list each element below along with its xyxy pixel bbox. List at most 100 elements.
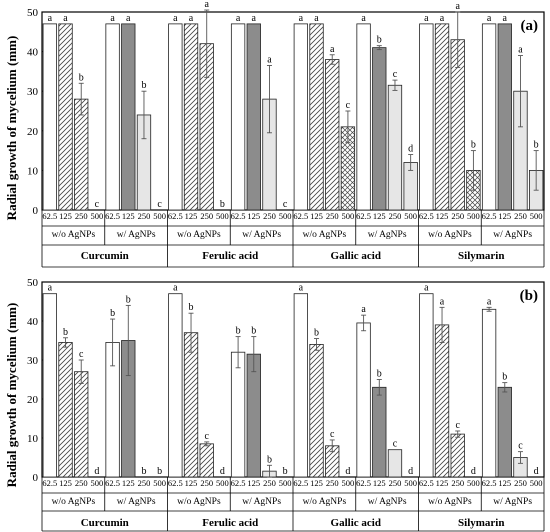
treatment-label: w/o AgNPs (303, 497, 347, 507)
significance-letter: d (408, 466, 413, 477)
bar (246, 23, 261, 211)
bar (434, 324, 450, 478)
concentration-label: 500 (404, 478, 417, 488)
concentration-label: 125 (436, 478, 449, 488)
treatment-label: w/o AgNPs (303, 230, 347, 240)
concentration-label: 62.5 (105, 478, 120, 488)
significance-letter: a (110, 13, 115, 24)
significance-letter: a (424, 283, 429, 294)
concentration-label: 500 (153, 211, 166, 221)
concentration-label: 125 (247, 478, 260, 488)
significance-letter: b (377, 369, 382, 380)
bar (450, 433, 465, 478)
bar (372, 386, 387, 478)
bar (434, 23, 450, 211)
treatment-label: w/ AgNPs (117, 497, 156, 507)
concentration-label: 500 (153, 478, 166, 488)
bar (230, 351, 246, 478)
significance-letter: b (189, 302, 194, 313)
concentration-label: 125 (498, 478, 511, 488)
concentration-label: 125 (498, 211, 511, 221)
bar (42, 23, 57, 211)
significance-letter: c (346, 100, 351, 111)
significance-letter: a (424, 13, 429, 24)
concentration-label: 250 (200, 478, 213, 488)
concentration-label: 125 (373, 478, 386, 488)
significance-letter: a (361, 13, 366, 24)
significance-letter: c (157, 199, 162, 210)
bar (356, 322, 371, 478)
bar (74, 371, 89, 478)
concentration-label: 250 (138, 211, 151, 221)
concentration-label: 125 (310, 478, 323, 488)
significance-letter: b (126, 294, 131, 305)
concentration-label: 250 (389, 478, 402, 488)
concentration-label: 250 (263, 478, 276, 488)
y-tick-label: 0 (33, 472, 39, 484)
concentration-label: 125 (59, 478, 72, 488)
bar (387, 449, 403, 478)
y-axis-label: Radial growth of mycelium (mm) (4, 36, 19, 221)
significance-letter: c (283, 199, 288, 210)
concentration-label: 500 (404, 211, 417, 221)
significance-letter: a (518, 45, 523, 56)
y-axis-label: Radial growth of mycelium (mm) (4, 303, 19, 488)
treatment-label: w/o AgNPs (177, 497, 221, 507)
concentration-label: 125 (122, 211, 135, 221)
y-tick-label: 20 (27, 394, 39, 406)
treatment-label: w/ AgNPs (242, 497, 281, 507)
y-tick-label: 30 (27, 86, 39, 98)
bar (356, 23, 371, 211)
y-tick-label: 40 (27, 316, 39, 328)
treatment-label: w/o AgNPs (428, 497, 472, 507)
treatment-label: w/ AgNPs (368, 230, 407, 240)
concentration-label: 62.5 (419, 478, 434, 488)
y-tick-label: 0 (33, 205, 39, 217)
significance-letter: a (487, 296, 492, 307)
bar (42, 293, 57, 478)
bar (183, 23, 199, 211)
bar (481, 308, 497, 478)
compound-label: Ferulic acid (202, 250, 258, 262)
concentration-label: 62.5 (231, 211, 246, 221)
concentration-label: 500 (467, 478, 480, 488)
concentration-label: 62.5 (105, 211, 120, 221)
treatment-label: w/ AgNPs (368, 497, 407, 507)
concentration-label: 500 (530, 211, 543, 221)
significance-letter: c (455, 420, 460, 431)
bar (309, 23, 324, 211)
concentration-label: 500 (279, 211, 292, 221)
concentration-label: 62.5 (482, 478, 497, 488)
concentration-label: 500 (342, 478, 355, 488)
significance-letter: d (534, 466, 539, 477)
significance-letter: a (503, 13, 508, 24)
treatment-label: w/ AgNPs (117, 230, 156, 240)
concentration-label: 62.5 (419, 211, 434, 221)
bar (497, 23, 512, 211)
concentration-label: 62.5 (356, 478, 371, 488)
bar (387, 84, 403, 211)
significance-letter: a (440, 296, 445, 307)
y-tick-label: 20 (27, 126, 39, 138)
bar (183, 332, 199, 478)
significance-letter: b (377, 35, 382, 46)
significance-letter: b (63, 327, 68, 338)
significance-letter: b (534, 140, 539, 151)
significance-letter: a (440, 13, 445, 24)
significance-letter: d (471, 466, 476, 477)
concentration-label: 500 (216, 478, 229, 488)
significance-letter: d (408, 144, 413, 155)
concentration-label: 250 (263, 211, 276, 221)
significance-letter: b (141, 466, 146, 477)
significance-letter: c (393, 439, 398, 450)
significance-letter: a (299, 283, 304, 294)
bar (293, 23, 308, 211)
significance-letter: b (236, 326, 241, 337)
significance-letter: a (126, 13, 131, 24)
significance-letter: a (204, 0, 209, 10)
bar (121, 23, 136, 211)
concentration-label: 250 (200, 211, 213, 221)
significance-letter: a (330, 44, 335, 55)
concentration-label: 125 (247, 211, 260, 221)
